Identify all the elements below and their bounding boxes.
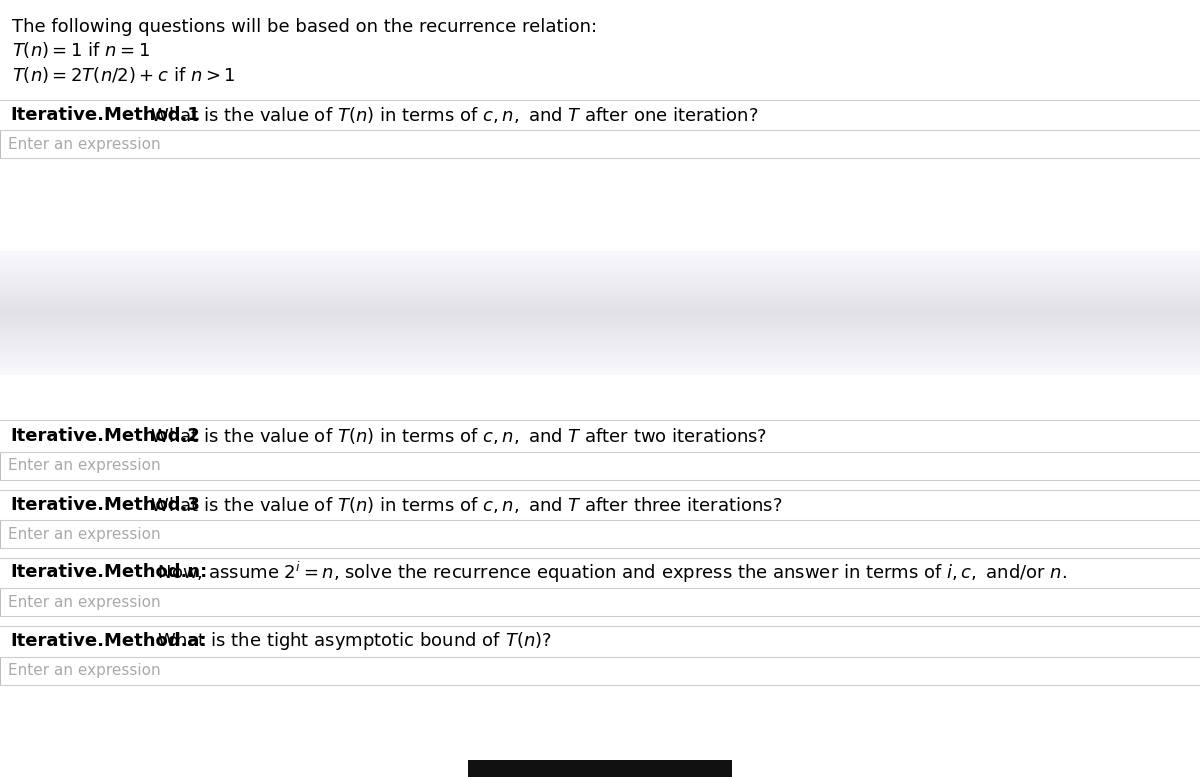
- FancyBboxPatch shape: [0, 130, 1200, 158]
- FancyBboxPatch shape: [0, 366, 1200, 369]
- FancyBboxPatch shape: [0, 315, 1200, 318]
- FancyBboxPatch shape: [0, 337, 1200, 340]
- Text: Iterative.Method.2: Iterative.Method.2: [10, 427, 200, 445]
- FancyBboxPatch shape: [0, 319, 1200, 322]
- FancyBboxPatch shape: [0, 358, 1200, 361]
- FancyBboxPatch shape: [0, 343, 1200, 347]
- FancyBboxPatch shape: [0, 256, 1200, 258]
- FancyBboxPatch shape: [0, 280, 1200, 283]
- FancyBboxPatch shape: [0, 294, 1200, 297]
- Text: $T(n) = 2T(n/2) + c$ if $n > 1$: $T(n) = 2T(n/2) + c$ if $n > 1$: [12, 65, 235, 85]
- FancyBboxPatch shape: [0, 360, 1200, 363]
- FancyBboxPatch shape: [0, 266, 1200, 268]
- FancyBboxPatch shape: [0, 347, 1200, 350]
- FancyBboxPatch shape: [0, 260, 1200, 263]
- FancyBboxPatch shape: [0, 276, 1200, 279]
- FancyBboxPatch shape: [0, 257, 1200, 260]
- Text: What is the value of $T(n)$ in terms of $c, n,$ and $T$ after one iteration?: What is the value of $T(n)$ in terms of …: [145, 105, 758, 125]
- Text: Iterative.Method.a:: Iterative.Method.a:: [10, 632, 206, 650]
- FancyBboxPatch shape: [0, 335, 1200, 338]
- FancyBboxPatch shape: [0, 302, 1200, 305]
- FancyBboxPatch shape: [0, 362, 1200, 364]
- Text: Enter an expression: Enter an expression: [8, 527, 161, 542]
- FancyBboxPatch shape: [0, 301, 1200, 303]
- FancyBboxPatch shape: [0, 274, 1200, 277]
- FancyBboxPatch shape: [0, 588, 1200, 616]
- FancyBboxPatch shape: [0, 272, 1200, 274]
- FancyBboxPatch shape: [0, 305, 1200, 308]
- FancyBboxPatch shape: [0, 290, 1200, 293]
- FancyBboxPatch shape: [0, 253, 1200, 256]
- FancyBboxPatch shape: [0, 657, 1200, 685]
- Text: Enter an expression: Enter an expression: [8, 137, 161, 152]
- FancyBboxPatch shape: [0, 372, 1200, 375]
- FancyBboxPatch shape: [0, 317, 1200, 319]
- FancyBboxPatch shape: [0, 312, 1200, 315]
- FancyBboxPatch shape: [0, 263, 1200, 267]
- FancyBboxPatch shape: [0, 267, 1200, 270]
- FancyBboxPatch shape: [0, 298, 1200, 301]
- FancyBboxPatch shape: [0, 346, 1200, 348]
- FancyBboxPatch shape: [0, 333, 1200, 336]
- Text: Now, assume $2^i = n$, solve the recurrence equation and express the answer in t: Now, assume $2^i = n$, solve the recurre…: [152, 559, 1067, 584]
- FancyBboxPatch shape: [468, 760, 732, 777]
- FancyBboxPatch shape: [0, 321, 1200, 324]
- FancyBboxPatch shape: [0, 262, 1200, 264]
- Text: Iterative.Method.n:: Iterative.Method.n:: [10, 563, 208, 581]
- FancyBboxPatch shape: [0, 370, 1200, 373]
- Text: What is the tight asymptotic bound of $T(n)$?: What is the tight asymptotic bound of $T…: [152, 630, 552, 652]
- FancyBboxPatch shape: [0, 284, 1200, 287]
- FancyBboxPatch shape: [0, 327, 1200, 330]
- FancyBboxPatch shape: [0, 292, 1200, 295]
- FancyBboxPatch shape: [0, 520, 1200, 548]
- FancyBboxPatch shape: [0, 296, 1200, 299]
- FancyBboxPatch shape: [0, 282, 1200, 285]
- FancyBboxPatch shape: [0, 325, 1200, 328]
- FancyBboxPatch shape: [0, 331, 1200, 334]
- FancyBboxPatch shape: [0, 452, 1200, 480]
- FancyBboxPatch shape: [0, 278, 1200, 280]
- FancyBboxPatch shape: [0, 308, 1200, 312]
- FancyBboxPatch shape: [0, 364, 1200, 367]
- FancyBboxPatch shape: [0, 323, 1200, 326]
- FancyBboxPatch shape: [0, 311, 1200, 313]
- FancyBboxPatch shape: [0, 286, 1200, 289]
- FancyBboxPatch shape: [0, 341, 1200, 344]
- FancyBboxPatch shape: [0, 350, 1200, 353]
- Text: What is the value of $T(n)$ in terms of $c, n,$ and $T$ after three iterations?: What is the value of $T(n)$ in terms of …: [145, 495, 782, 515]
- FancyBboxPatch shape: [0, 340, 1200, 342]
- Text: $T(n) = 1$ if $n = 1$: $T(n) = 1$ if $n = 1$: [12, 40, 150, 60]
- FancyBboxPatch shape: [0, 356, 1200, 359]
- FancyBboxPatch shape: [0, 251, 1200, 254]
- Text: Iterative.Method.1: Iterative.Method.1: [10, 106, 200, 124]
- Text: What is the value of $T(n)$ in terms of $c, n,$ and $T$ after two iterations?: What is the value of $T(n)$ in terms of …: [145, 426, 767, 446]
- FancyBboxPatch shape: [0, 270, 1200, 273]
- Text: Iterative.Method.3: Iterative.Method.3: [10, 496, 200, 514]
- FancyBboxPatch shape: [0, 354, 1200, 357]
- FancyBboxPatch shape: [0, 307, 1200, 309]
- Text: Enter an expression: Enter an expression: [8, 594, 161, 609]
- FancyBboxPatch shape: [0, 352, 1200, 354]
- Text: The following questions will be based on the recurrence relation:: The following questions will be based on…: [12, 18, 598, 36]
- FancyBboxPatch shape: [0, 329, 1200, 332]
- Text: Enter an expression: Enter an expression: [8, 664, 161, 678]
- FancyBboxPatch shape: [0, 288, 1200, 291]
- Text: Enter an expression: Enter an expression: [8, 458, 161, 473]
- FancyBboxPatch shape: [0, 368, 1200, 371]
